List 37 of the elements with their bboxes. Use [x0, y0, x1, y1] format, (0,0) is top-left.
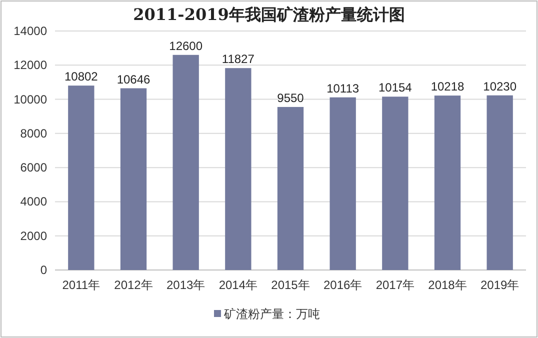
x-tick-label: 2014年	[218, 278, 258, 292]
bar	[330, 97, 356, 270]
data-label: 10802	[64, 70, 98, 84]
bar	[120, 88, 147, 270]
y-tick-label: 4000	[20, 194, 48, 209]
data-label: 12600	[169, 38, 203, 53]
data-label: 10218	[430, 80, 465, 94]
bar	[68, 86, 94, 270]
x-tick-label: 2012年	[114, 278, 153, 292]
x-tick-label: 2013年	[166, 278, 206, 292]
data-label: 10230	[483, 79, 517, 94]
y-tick-label: 0	[40, 263, 48, 277]
x-tick-label: 2016年	[323, 278, 362, 292]
bar	[172, 54, 199, 270]
legend-label: 矿渣粉产量：万吨	[223, 307, 320, 321]
data-label: 11827	[222, 52, 255, 66]
y-tick-label: 2000	[20, 228, 48, 243]
x-tick-label: 2015年	[271, 278, 310, 292]
bar	[434, 96, 461, 270]
y-tick-label: 6000	[20, 160, 48, 175]
y-tick-label: 8000	[20, 126, 48, 140]
x-tick-label: 2018年	[428, 278, 467, 292]
x-tick-label: 2011年	[62, 278, 100, 292]
data-label: 10113	[326, 81, 360, 96]
x-tick-label: 2017年	[376, 278, 415, 292]
bar	[486, 95, 513, 270]
bar	[382, 96, 408, 270]
data-label: 10154	[378, 80, 412, 95]
chart-title: 2011-2019年我国矿渣粉产量统计图	[133, 5, 405, 24]
bar	[277, 106, 304, 270]
y-tick-label: 12000	[14, 58, 48, 72]
data-label: 10646	[116, 72, 151, 86]
x-tick-label: 2019年	[480, 278, 520, 292]
data-label: 9550	[277, 90, 304, 105]
y-tick-label: 14000	[14, 24, 48, 38]
bar	[225, 68, 252, 270]
y-tick-label: 10000	[14, 92, 48, 106]
